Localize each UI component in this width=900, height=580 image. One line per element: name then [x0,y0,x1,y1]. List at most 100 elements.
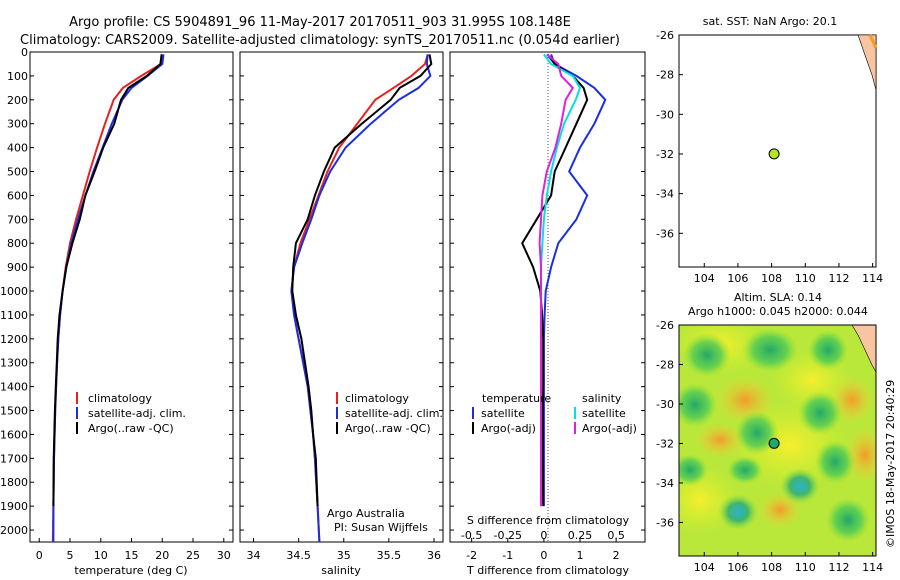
sst-float-marker [768,148,780,160]
depth-tick-label: 2000 [0,524,28,537]
temperature-profile-lines [51,54,165,543]
credit-argo-australia: Argo Australia [327,507,405,520]
legend-label-argo: Argo(..raw -QC) [88,422,174,435]
lon-tick-label: 112 [828,561,849,574]
sla-map-title1: Altim. SLA: 0.14 [734,291,822,304]
lon-tick-label: 106 [727,561,748,574]
depth-tick-label: 1700 [0,452,28,465]
sst-map-axes: 104 106 108 110 112 114 -26 -28 -30 -32 -34 -36 [656,29,883,285]
t-difference-tick-label: -2 [466,549,477,562]
legend-title-temperature: temperature [482,392,551,405]
salinity-profile-lines [290,54,433,543]
depth-tick-label: 0 [21,46,28,59]
depth-tick-label: 200 [7,94,28,107]
depth-tick-label: 1600 [0,428,28,441]
depth-axis: 0 100 200 300 400 500 600 700 800 900 1000 1100 1200… [0,46,645,537]
depth-tick-label: 600 [7,189,28,202]
series-line-temperature-argo-adj- [521,53,589,507]
temperature-tick-label: 20 [155,549,169,562]
salinity-x-axis: 34 34.5 35 35.5 36 [247,538,441,562]
s-difference-label: S difference from climatology [467,514,630,527]
temperature-tick-label: 5 [66,549,73,562]
s-difference-tick-label: -0.25 [494,529,522,542]
lat-tick-label: -36 [656,516,674,529]
depth-tick-label: 1300 [0,357,28,370]
series-line-argo-raw-qc- [291,54,433,507]
sla-map-title2: Argo h1000: 0.045 h2000: 0.044 [688,305,868,318]
s-difference-tick-label: 0.5 [607,529,625,542]
sst-map-title: sat. SST: NaN Argo: 20.1 [703,15,837,28]
sla-map-frame [678,324,877,557]
lon-tick-label: 114 [862,272,883,285]
depth-tick-label: 500 [7,166,28,179]
legend-label-s-argo: Argo(-adj) [582,422,637,435]
figure-title-line1: Argo profile: CS 5904891_96 11-May-2017 … [69,15,571,30]
s-difference-tick-label: -0.5 [461,529,482,542]
t-difference-tick-label: 0 [540,549,547,562]
lon-tick-label: 110 [795,272,816,285]
s-difference-tick-label: 0.25 [568,529,593,542]
salinity-tick-label: 35 [337,549,351,562]
series-line-satellite-adj-clim- [52,54,165,542]
difference-panel-frame [449,51,646,543]
series-line-climatology [51,54,164,543]
depth-tick-label: 400 [7,142,28,155]
sla-float-marker [768,437,780,449]
legend-label-climatology: climatology [88,392,152,405]
temperature-x-axis: 0 5 10 15 20 25 30 [36,538,231,562]
lon-tick-label: 106 [727,272,748,285]
lat-tick-label: -32 [656,437,674,450]
lat-tick-label: -34 [656,477,674,490]
depth-tick-label: 1200 [0,333,28,346]
series-line-salinity-argo-adj- [538,53,575,507]
temperature-x-label: temperature (deg C) [74,564,187,577]
temperature-legend: climatology satellite-adj. clim. Argo(..… [76,392,186,435]
difference-profile-lines [521,53,607,507]
depth-tick-label: 100 [7,70,28,83]
depth-tick-label: 700 [7,213,28,226]
depth-tick-label: 1900 [0,500,28,513]
lon-tick-label: 110 [795,561,816,574]
lat-tick-label: -36 [656,227,674,240]
depth-tick-label: 1500 [0,405,28,418]
depth-tick-label: 800 [7,237,28,250]
series-line-climatology [290,54,429,543]
salinity-x-label: salinity [321,564,361,577]
sla-map-field [679,325,876,556]
legend-label-satellite: satellite-adj. clim. [88,407,186,420]
lon-tick-label: 108 [761,561,782,574]
temperature-tick-label: 15 [125,549,139,562]
salinity-tick-label: 36 [427,549,441,562]
legend-label-argo: Argo(..raw -QC) [345,422,431,435]
lat-tick-label: -30 [656,108,674,121]
lat-tick-label: -28 [656,69,674,82]
sst-coastline [857,34,877,91]
lon-tick-label: 114 [862,561,883,574]
salinity-legend: climatology satellite-adj. clim. Argo(..… [336,392,443,435]
t-difference-tick-label: -1 [502,549,513,562]
sla-map-axes: 104 106 108 110 112 114 -26 -28 -30 -32 -34 -36 [656,319,883,574]
temperature-tick-label: 0 [36,549,43,562]
lat-tick-label: -30 [656,398,674,411]
series-line-satellite-adj-clim- [290,54,432,543]
depth-tick-label: 1000 [0,285,28,298]
series-line-argo-raw-qc- [52,54,163,507]
lon-tick-label: 112 [828,272,849,285]
t-difference-tick-label: 2 [613,549,620,562]
lat-tick-label: -34 [656,188,674,201]
lat-tick-label: -26 [656,29,674,42]
imos-timestamp: ©IMOS 18-May-2017 20:40:29 [884,380,897,548]
lat-tick-label: -32 [656,148,674,161]
depth-tick-label: 1800 [0,476,28,489]
lon-tick-label: 104 [694,272,715,285]
t-difference-label: T difference from climatology [466,564,629,577]
lon-tick-label: 108 [761,272,782,285]
depth-tick-label: 300 [7,118,28,131]
depth-tick-label: 1100 [0,309,28,322]
legend-label-s-satellite: satellite [582,407,626,420]
lon-tick-label: 104 [694,561,715,574]
figure-title-line2: Climatology: CARS2009. Satellite-adjuste… [20,33,620,48]
temperature-tick-label: 10 [94,549,108,562]
difference-x-axis: -2 -1 0 1 2 -0.5 -0.25 0 0.25 0.5 [461,529,625,562]
